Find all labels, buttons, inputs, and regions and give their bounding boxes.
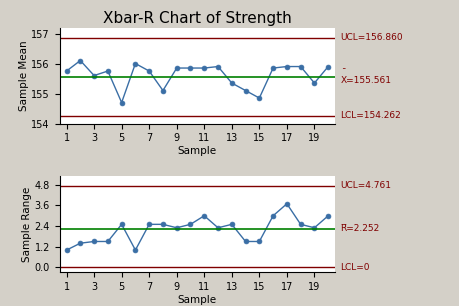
Y-axis label: Sample Mean: Sample Mean (18, 40, 28, 111)
Y-axis label: Sample Range: Sample Range (22, 187, 32, 262)
Text: LCL=154.262: LCL=154.262 (341, 111, 401, 120)
Text: R̅=2.252: R̅=2.252 (341, 224, 380, 233)
X-axis label: Sample: Sample (178, 146, 217, 156)
Text: UCL=4.761: UCL=4.761 (341, 181, 392, 190)
Text: UCL=156.860: UCL=156.860 (341, 33, 403, 42)
Text: LCL=0: LCL=0 (341, 263, 370, 272)
Text: ¯
X=155.561: ¯ X=155.561 (341, 68, 392, 85)
Title: Xbar-R Chart of Strength: Xbar-R Chart of Strength (103, 11, 292, 26)
X-axis label: Sample: Sample (178, 295, 217, 305)
